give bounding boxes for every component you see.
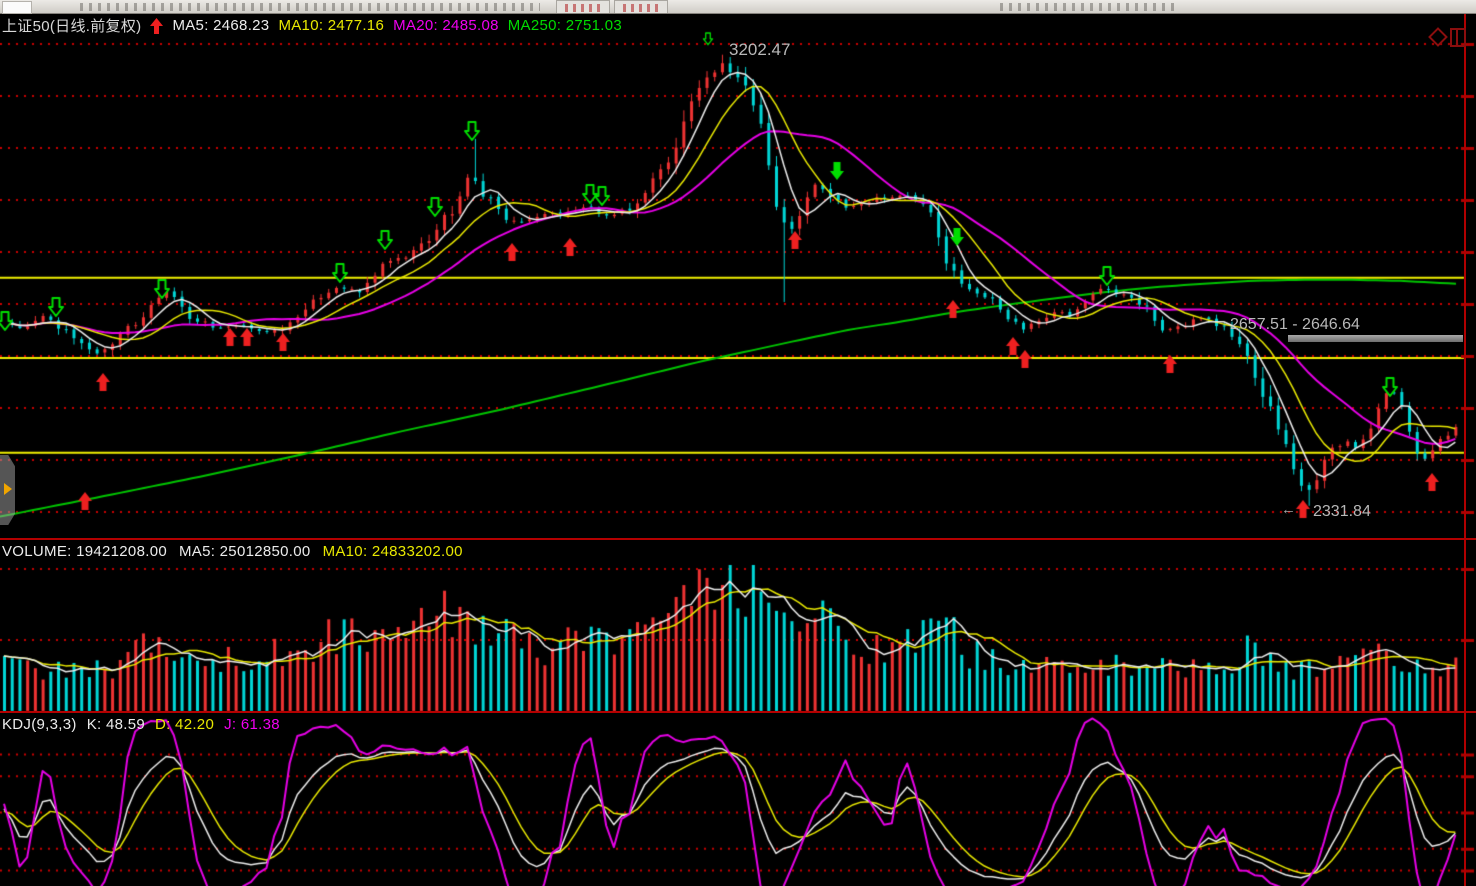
trough-price-label: 2331.84 — [1313, 503, 1371, 520]
peak-price-label: 3202.47 — [729, 40, 791, 59]
main-chart-header: 上证50(日线.前复权) MA5: 2468.23 MA10: 2477.16 … — [2, 15, 622, 36]
kdj-j-value: J: 61.38 — [224, 716, 280, 733]
chart-right-border — [1464, 14, 1466, 886]
menu-text-clipped — [80, 3, 540, 11]
volume-ma10-value: MA10: 24833202.00 — [322, 543, 463, 560]
menu-bar-clipped[interactable] — [0, 0, 1476, 14]
volume-header: VOLUME: 19421208.00 MA5: 25012850.00 MA1… — [2, 543, 463, 560]
kdj-k-value: K: 48.59 — [86, 716, 145, 733]
ma10-value: MA10: 2477.16 — [278, 17, 385, 34]
kdj-d-value: D: 42.20 — [154, 716, 215, 733]
volume-ma5-value: MA5: 25012850.00 — [178, 543, 311, 560]
ma5-value: MA5: 2468.23 — [172, 17, 270, 34]
ma20-value: MA20: 2485.08 — [393, 17, 499, 34]
kdj-header: KDJ(9,3,3) K: 48.59 D: 42.20 J: 61.38 — [2, 716, 280, 733]
menu-button-red-1[interactable] — [556, 0, 610, 13]
volume-value: VOLUME: 19421208.00 — [2, 543, 167, 560]
kdj-panel-separator — [0, 711, 1476, 713]
panel-expand-handle[interactable] — [0, 455, 15, 525]
range-price-label: 2657.51 - 2646.64 — [1230, 316, 1360, 333]
instrument-title: 上证50(日线.前复权) — [2, 18, 142, 35]
split-panes-icon[interactable] — [1450, 28, 1466, 47]
kdj-indicator-name: KDJ(9,3,3) — [2, 716, 77, 733]
menu-button-red-2[interactable] — [614, 0, 668, 13]
range-highlight-bar — [1288, 335, 1463, 342]
buy-signal-arrow-icon — [150, 17, 164, 34]
expand-arrow-icon — [4, 483, 12, 495]
volume-panel-separator — [0, 538, 1476, 540]
trough-left-arrow-icon: ← — [1281, 501, 1296, 518]
menu-logo-stub[interactable] — [2, 1, 32, 14]
ma250-value: MA250: 2751.03 — [507, 17, 623, 34]
menu-text-clipped-right — [1000, 3, 1180, 11]
